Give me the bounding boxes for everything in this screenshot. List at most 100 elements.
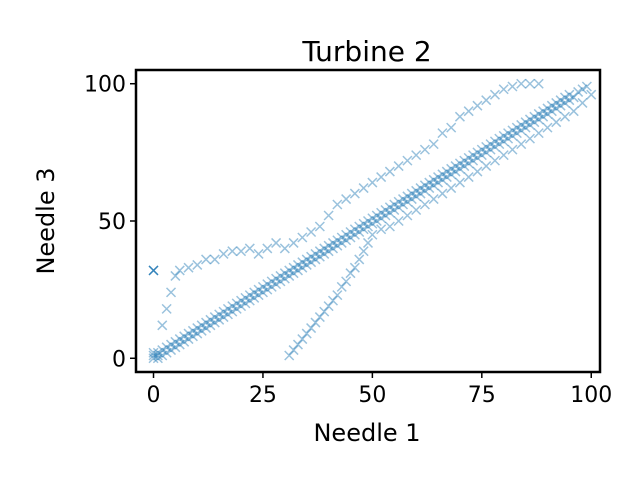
data-point <box>481 147 492 158</box>
data-point <box>240 298 251 309</box>
data-point <box>476 144 487 155</box>
marker-layer <box>148 78 597 364</box>
data-point <box>498 130 509 141</box>
data-point <box>306 226 317 238</box>
data-point <box>546 106 557 117</box>
data-point <box>424 183 435 194</box>
y-tick-label: 0 <box>112 347 126 372</box>
data-point <box>161 347 172 358</box>
y-axis: 0 50 100 <box>84 73 136 372</box>
data-point <box>249 292 260 303</box>
x-tick-label: 0 <box>147 383 161 408</box>
data-point <box>402 210 413 221</box>
data-point <box>468 150 479 161</box>
data-point <box>533 128 544 139</box>
data-point <box>564 95 575 106</box>
data-point <box>376 207 387 218</box>
data-point <box>402 155 413 166</box>
data-point <box>489 136 500 147</box>
data-point <box>371 215 382 227</box>
data-point <box>494 133 505 144</box>
data-point <box>424 177 435 188</box>
chart-title: Turbine 2 <box>301 35 431 68</box>
data-point <box>165 345 177 356</box>
data-point <box>524 114 535 125</box>
data-point <box>222 309 233 320</box>
data-point <box>165 339 177 350</box>
data-point <box>520 122 531 133</box>
data-point <box>201 254 212 265</box>
data-point <box>463 106 474 117</box>
data-point <box>240 292 251 303</box>
data-point <box>551 117 562 128</box>
data-point <box>336 237 347 248</box>
data-point <box>503 133 514 144</box>
data-point <box>533 78 544 89</box>
data-point <box>533 114 544 125</box>
data-point <box>542 108 553 119</box>
data-point <box>446 163 457 174</box>
data-point <box>341 229 352 240</box>
data-point <box>227 301 238 312</box>
data-point <box>450 166 461 177</box>
data-point <box>441 166 452 177</box>
data-point <box>468 155 479 166</box>
y-tick-label: 50 <box>98 210 126 235</box>
data-point <box>323 246 334 257</box>
data-point <box>266 281 277 292</box>
data-point <box>165 287 177 298</box>
data-point <box>209 317 220 328</box>
data-point <box>489 155 500 166</box>
data-point <box>284 270 295 281</box>
data-point <box>376 224 387 235</box>
data-point <box>183 328 194 339</box>
data-point <box>577 97 588 108</box>
data-point <box>573 86 584 97</box>
data-point <box>271 279 282 290</box>
data-point <box>279 268 290 279</box>
data-point <box>148 350 159 361</box>
data-point <box>507 144 518 155</box>
data-point <box>349 229 360 240</box>
data-point <box>485 139 496 150</box>
data-point <box>292 259 303 270</box>
data-point <box>345 226 356 238</box>
data-point <box>319 243 330 254</box>
data-point <box>367 218 378 229</box>
data-point <box>581 81 592 92</box>
data-point <box>170 336 181 347</box>
data-point <box>358 246 369 257</box>
data-point <box>577 84 588 95</box>
data-point <box>485 144 496 155</box>
data-point <box>314 312 325 323</box>
data-point <box>297 257 308 268</box>
y-axis-label: Needle 3 <box>32 167 60 274</box>
data-point <box>266 276 277 287</box>
data-point <box>454 163 465 174</box>
data-point <box>192 328 203 339</box>
data-point <box>214 314 225 325</box>
data-point <box>559 111 571 122</box>
data-point <box>349 262 360 273</box>
data-point <box>389 199 400 210</box>
data-point <box>459 155 470 166</box>
data-point <box>306 257 317 268</box>
data-point <box>393 161 404 172</box>
data-point <box>319 248 330 259</box>
data-point <box>472 166 483 177</box>
data-point <box>441 172 452 183</box>
data-point <box>546 100 557 111</box>
data-point <box>481 161 492 172</box>
data-point <box>336 281 347 292</box>
data-point <box>542 103 553 114</box>
data-point <box>271 273 282 284</box>
data-point <box>244 290 255 301</box>
data-point <box>231 298 242 309</box>
data-point <box>538 111 549 122</box>
data-point <box>524 78 535 89</box>
data-point <box>428 194 439 205</box>
data-point <box>507 130 518 141</box>
data-point <box>450 161 461 172</box>
data-point <box>310 254 321 265</box>
data-point <box>559 97 571 108</box>
